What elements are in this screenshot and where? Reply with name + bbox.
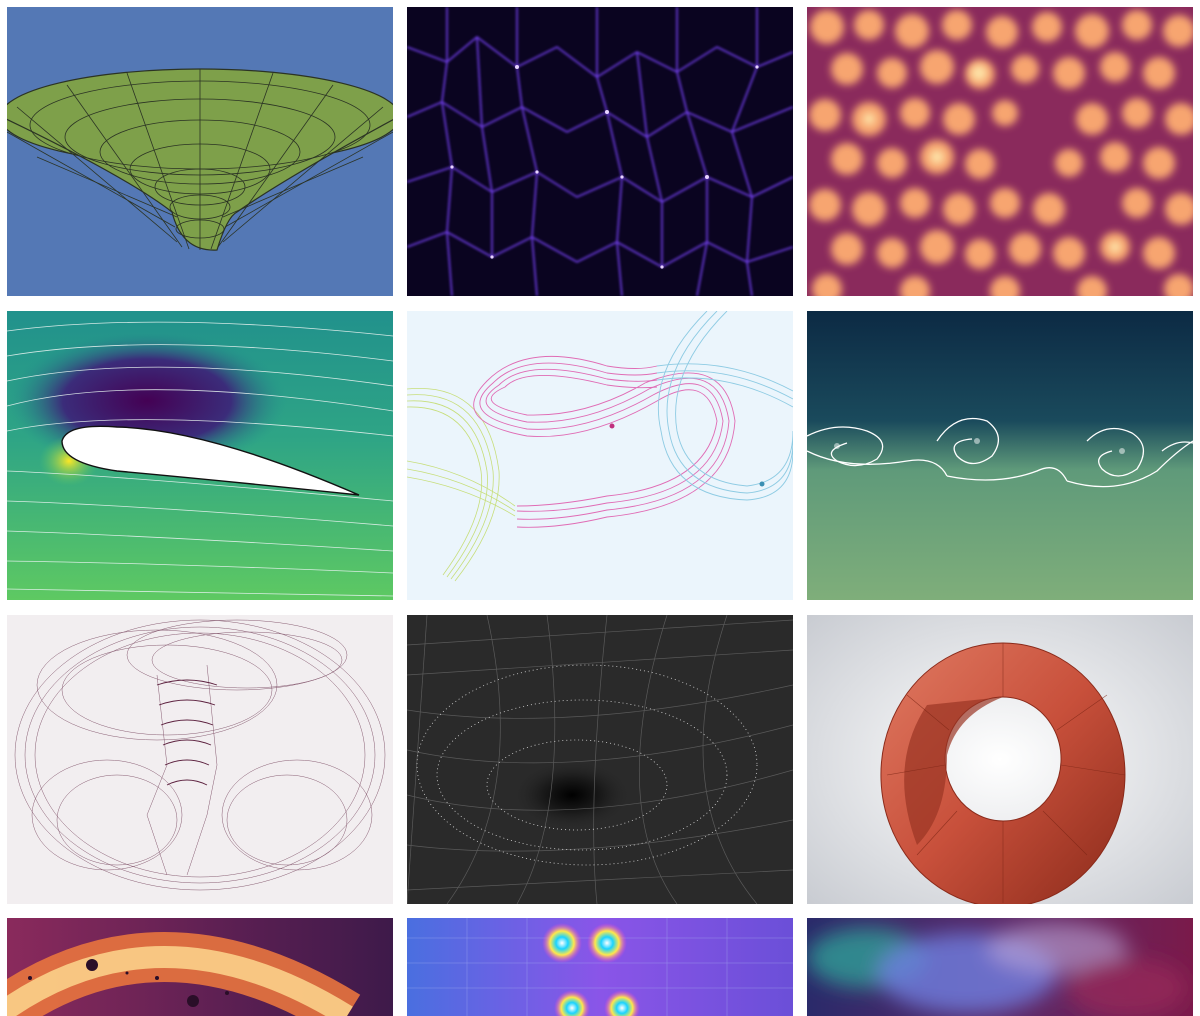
gallery-tile-ring-holes[interactable] bbox=[7, 918, 393, 1016]
phase-field-image bbox=[407, 918, 793, 1016]
strange-attractor-image bbox=[7, 615, 393, 904]
ring-with-holes-image bbox=[7, 918, 393, 1016]
gallery-tile-mobius[interactable] bbox=[807, 615, 1193, 904]
cosmic-web-image bbox=[407, 7, 793, 296]
gallery-tile-kelvin-helmholtz[interactable] bbox=[807, 311, 1193, 600]
gallery-tile-funnel[interactable] bbox=[7, 7, 393, 296]
gallery-tile-cosmic-web[interactable] bbox=[407, 7, 793, 296]
gallery-tile-gravity-well[interactable] bbox=[407, 615, 793, 904]
gallery-tile-phase-field[interactable] bbox=[407, 918, 793, 1016]
gravity-well-image bbox=[407, 615, 793, 904]
gallery-tile-nebula[interactable] bbox=[807, 918, 1193, 1016]
kelvin-helmholtz-image bbox=[807, 311, 1193, 600]
gallery-tile-airfoil[interactable] bbox=[7, 311, 393, 600]
gallery-tile-ribbons[interactable] bbox=[407, 311, 793, 600]
mobius-ring-image bbox=[807, 615, 1193, 904]
funnel-surface-image bbox=[7, 7, 393, 296]
ribbon-knots-image bbox=[407, 311, 793, 600]
nebula-smoke-image bbox=[807, 918, 1193, 1016]
reaction-diffusion-image bbox=[807, 7, 1193, 296]
gallery-tile-spots[interactable] bbox=[807, 7, 1193, 296]
airfoil-flow-image bbox=[7, 311, 393, 600]
gallery-tile-attractor[interactable] bbox=[7, 615, 393, 904]
